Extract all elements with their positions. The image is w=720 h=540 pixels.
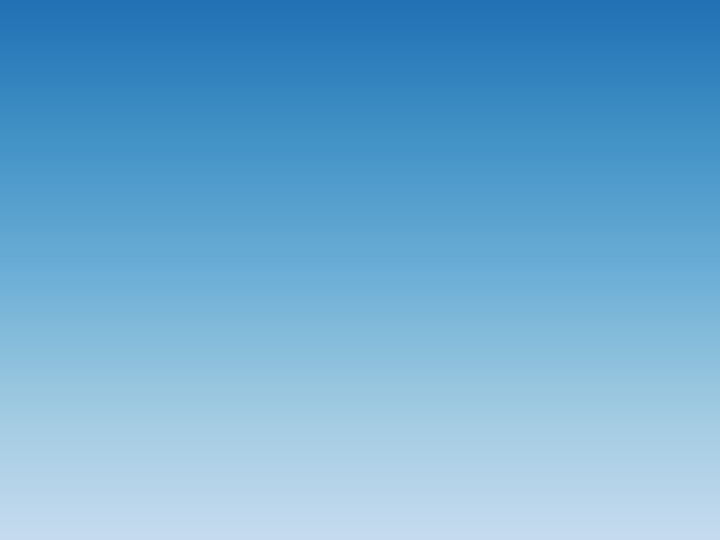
Text: Anterior: Anterior <box>438 230 485 240</box>
Text: Lat-
eral: Lat- eral <box>190 180 210 200</box>
Polygon shape <box>442 295 500 352</box>
Text: Superior: Superior <box>522 267 565 276</box>
Text: ANTERIOR VIEW: ANTERIOR VIEW <box>306 367 414 377</box>
Text: Inferior: Inferior <box>443 215 481 225</box>
Text: and functionally independent unit of a lung lobe: and functionally independent unit of a l… <box>58 450 662 474</box>
Text: called a bronchopulmonary segment: called a bronchopulmonary segment <box>130 482 590 506</box>
Text: Medial: Medial <box>246 190 284 200</box>
Polygon shape <box>380 72 542 372</box>
Polygon shape <box>220 295 275 345</box>
Text: Right lung: Right lung <box>222 375 289 388</box>
Text: Anterior
basal: Anterior basal <box>477 90 518 110</box>
Text: Apical: Apical <box>462 340 498 350</box>
Polygon shape <box>415 140 500 282</box>
Text: Apical: Apical <box>235 335 269 345</box>
Polygon shape <box>178 65 325 368</box>
Polygon shape <box>228 75 292 115</box>
Text: Left lung: Left lung <box>439 375 497 388</box>
Polygon shape <box>185 130 235 260</box>
Text: Each segmental bronchus passes to a structurally: Each segmental bronchus passes to a stru… <box>48 418 672 442</box>
Polygon shape <box>388 165 438 280</box>
Bar <box>130 60 590 390</box>
Text: Anterior: Anterior <box>228 225 276 235</box>
Text: LINGU: LINGU <box>482 172 498 208</box>
Polygon shape <box>495 245 535 302</box>
Text: Anterior
basal: Anterior basal <box>194 85 235 105</box>
Polygon shape <box>205 125 305 272</box>
Polygon shape <box>475 120 522 195</box>
